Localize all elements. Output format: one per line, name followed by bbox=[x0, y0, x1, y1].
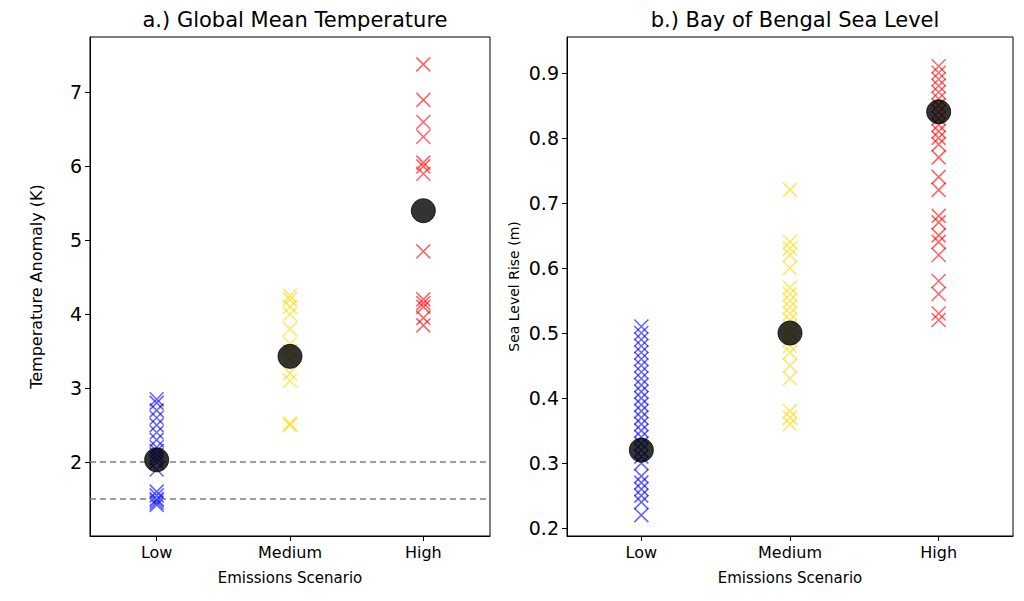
svg-text:0.5: 0.5 bbox=[529, 322, 559, 344]
svg-text:7: 7 bbox=[70, 81, 82, 103]
svg-text:6: 6 bbox=[70, 155, 82, 177]
svg-text:Medium: Medium bbox=[758, 543, 822, 562]
svg-text:Low: Low bbox=[141, 543, 173, 562]
svg-text:0.3: 0.3 bbox=[529, 452, 559, 474]
svg-text:0.9: 0.9 bbox=[529, 62, 559, 84]
svg-text:2: 2 bbox=[70, 451, 82, 473]
svg-text:3: 3 bbox=[70, 377, 82, 399]
svg-text:Low: Low bbox=[626, 543, 658, 562]
svg-text:0.2: 0.2 bbox=[529, 517, 559, 539]
svg-text:Temperature Anomaly (K): Temperature Anomaly (K) bbox=[27, 184, 46, 390]
svg-text:0.8: 0.8 bbox=[529, 127, 559, 149]
svg-text:0.7: 0.7 bbox=[529, 192, 559, 214]
svg-text:5: 5 bbox=[70, 229, 82, 251]
svg-text:Emissions Scenario: Emissions Scenario bbox=[218, 569, 363, 587]
svg-text:0.6: 0.6 bbox=[529, 257, 559, 279]
svg-text:High: High bbox=[405, 543, 442, 562]
svg-text:Emissions Scenario: Emissions Scenario bbox=[718, 569, 863, 587]
svg-text:a.) Global Mean Temperature: a.) Global Mean Temperature bbox=[143, 8, 448, 32]
svg-text:4: 4 bbox=[70, 303, 82, 325]
svg-text:0.4: 0.4 bbox=[529, 387, 559, 409]
svg-text:Medium: Medium bbox=[258, 543, 322, 562]
svg-text:Sea Level Rise (m): Sea Level Rise (m) bbox=[506, 221, 522, 351]
svg-text:High: High bbox=[920, 543, 957, 562]
svg-text:b.) Bay of Bengal Sea Level: b.) Bay of Bengal Sea Level bbox=[651, 8, 940, 32]
